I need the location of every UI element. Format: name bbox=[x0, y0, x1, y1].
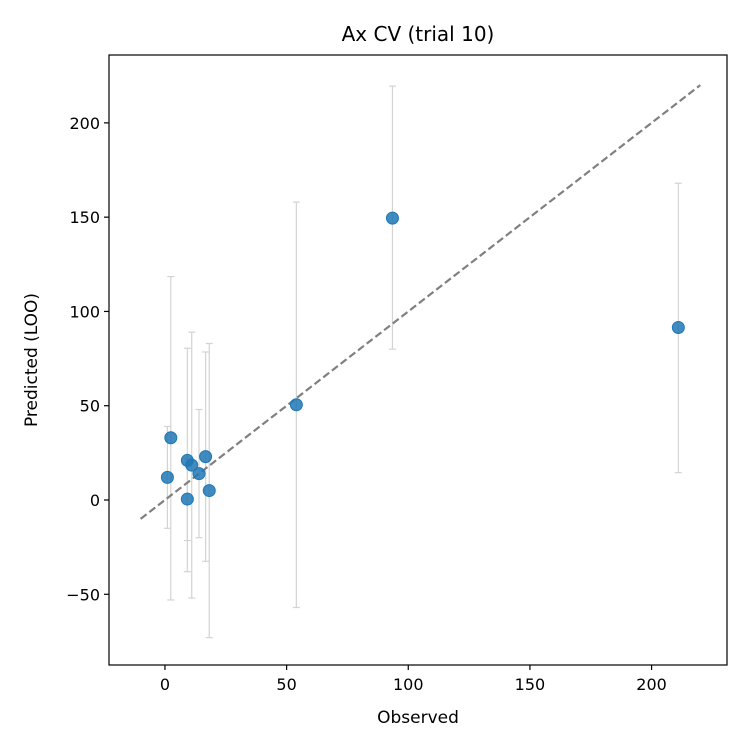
data-point-10 bbox=[671, 320, 685, 334]
x-tick-label: 50 bbox=[276, 675, 296, 694]
y-tick-label: 100 bbox=[69, 302, 100, 321]
y-axis-ticks: −50 0 50 100 150 200 bbox=[66, 114, 109, 604]
y-tick-label: 50 bbox=[80, 397, 100, 416]
points-layer bbox=[160, 211, 685, 506]
data-point-3 bbox=[180, 492, 194, 506]
plot-area-frame bbox=[108, 54, 728, 666]
x-tick-label: 150 bbox=[515, 675, 546, 694]
x-axis-ticks: 0 50 100 150 200 bbox=[160, 665, 667, 694]
x-tick-label: 200 bbox=[636, 675, 667, 694]
data-point-0 bbox=[160, 470, 174, 484]
chart-title: Ax CV (trial 10) bbox=[342, 22, 495, 46]
y-tick-label: 150 bbox=[69, 208, 100, 227]
x-tick-label: 0 bbox=[160, 675, 170, 694]
diagonal-reference-line bbox=[139, 84, 701, 520]
diagonal-layer bbox=[139, 84, 701, 520]
data-point-7 bbox=[202, 484, 216, 498]
data-point-6 bbox=[199, 450, 213, 464]
y-axis-label: Predicted (LOO) bbox=[22, 293, 42, 427]
data-point-4 bbox=[185, 458, 199, 472]
x-tick-label: 100 bbox=[393, 675, 424, 694]
y-tick-label: 200 bbox=[69, 114, 100, 133]
data-point-5 bbox=[192, 467, 206, 481]
x-axis-label: Observed bbox=[377, 708, 459, 728]
data-point-9 bbox=[385, 211, 399, 225]
data-point-1 bbox=[164, 431, 178, 445]
data-point-8 bbox=[289, 398, 303, 412]
y-tick-label: 0 bbox=[90, 491, 100, 510]
y-tick-label: −50 bbox=[66, 585, 100, 604]
